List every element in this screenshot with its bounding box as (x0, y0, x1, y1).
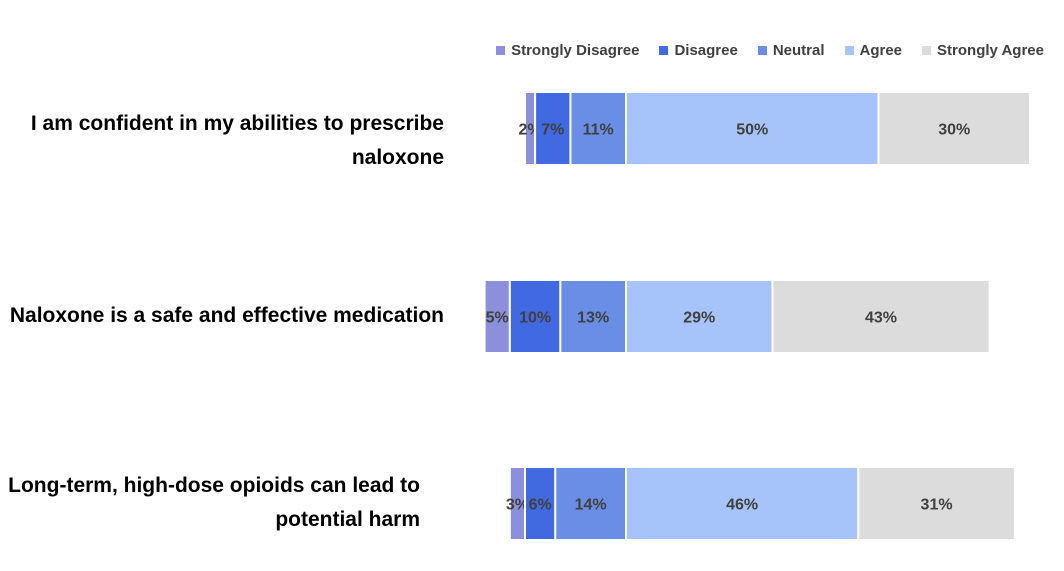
legend-swatch-neutral (757, 46, 767, 55)
category-label-3-line-2: potential harm (275, 508, 420, 531)
category-label-2-line-1: Naloxone is a safe and effective medicat… (9, 304, 444, 327)
bar-row2-neutral (559, 279, 627, 354)
bar-row1-strongly-agree (877, 91, 1031, 166)
legend-label-agree: Agree (859, 42, 903, 59)
bar-row1-disagree (534, 91, 572, 166)
data-label-row3-strongly-disagree: 3% (506, 497, 529, 514)
legend-item-agree: Agree (844, 42, 903, 59)
category-label-3: Long-term, high-dose opioids can lead to… (0, 469, 420, 537)
legend-swatch-strongly-agree (922, 46, 932, 55)
data-label-row2-agree: 29% (683, 310, 715, 327)
data-label-row1-neutral: 11% (583, 122, 614, 139)
category-label-1-line-2: naloxone (351, 146, 444, 169)
data-label-row3-disagree: 6% (529, 497, 552, 514)
bar-row3-agree (625, 466, 860, 541)
legend-label-neutral: Neutral (772, 42, 825, 59)
data-label-row2-strongly-disagree: 5% (486, 310, 509, 327)
legend-swatch-strongly-disagree (496, 46, 506, 55)
data-label-row1-agree: 50% (736, 122, 768, 139)
category-label-1: I am confident in my abilities to prescr… (4, 107, 444, 175)
category-label-2: Naloxone is a safe and effective medicat… (4, 299, 444, 333)
bar-row2-strongly-agree (771, 279, 991, 354)
bar-row3-strongly-agree (857, 466, 1016, 541)
legend-item-strongly-agree: Strongly Agree (922, 42, 1044, 59)
bar-row2-agree (625, 279, 774, 354)
legend-swatch-agree (844, 46, 854, 55)
legend-item-neutral: Neutral (757, 42, 825, 59)
category-label-1-line-1: I am confident in my abilities to prescr… (30, 112, 444, 135)
legend-item-strongly-disagree: Strongly Disagree (496, 42, 639, 59)
bar-row3-neutral (554, 466, 627, 541)
data-label-row3-neutral: 14% (575, 497, 607, 514)
legend-label-disagree: Disagree (674, 42, 738, 59)
data-label-row1-strongly-agree: 30% (938, 122, 970, 139)
legend-label-strongly-agree: Strongly Agree (937, 42, 1044, 59)
data-label-row2-disagree: 10% (519, 310, 551, 327)
data-label-row3-agree: 46% (726, 497, 758, 514)
legend-label-strongly-disagree: Strongly Disagree (511, 42, 640, 59)
data-label-row3-strongly-agree: 31% (921, 497, 953, 514)
bar-row1-neutral (569, 91, 628, 166)
category-label-3-line-1: Long-term, high-dose opioids can lead to (8, 474, 420, 497)
bar-row2-strongly-disagree (483, 279, 511, 354)
legend-item-disagree: Disagree (659, 42, 738, 59)
data-label-row2-neutral: 13% (577, 310, 609, 327)
legend-swatch-disagree (659, 46, 669, 55)
chart-legend: Strongly Disagree Disagree Neutral Agree… (496, 42, 1044, 59)
data-label-row2-strongly-agree: 43% (865, 310, 897, 327)
data-label-row1-disagree: 7% (541, 122, 564, 139)
bar-row1-agree (625, 91, 880, 166)
